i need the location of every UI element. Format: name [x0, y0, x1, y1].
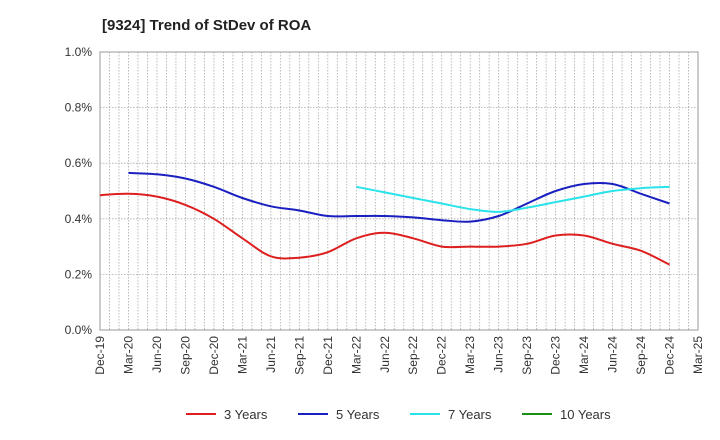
legend-label-3: 10 Years	[560, 407, 611, 422]
x-tick-label: Sep-21	[292, 336, 306, 375]
x-tick-label: Sep-20	[178, 336, 192, 375]
x-tick-label: Mar-20	[121, 336, 135, 374]
plot-area	[99, 51, 699, 331]
series-line-2	[356, 185, 670, 213]
y-tick-label: 0.8%	[65, 101, 93, 115]
x-axis-ticks: Dec-19 Mar-20 Jun-20 Sep-20 Dec-20 Mar-21 Jun-…	[93, 336, 705, 375]
legend-label-1: 5 Years	[336, 407, 380, 422]
x-tick-label: Mar-22	[349, 336, 363, 374]
x-tick-label: Jun-23	[492, 336, 506, 373]
x-tick-label: Dec-24	[663, 336, 677, 375]
x-tick-label: Jun-21	[264, 336, 278, 373]
x-tick-label: Jun-20	[150, 336, 164, 373]
x-tick-label: Sep-22	[406, 336, 420, 375]
grid-lines	[100, 52, 698, 330]
x-tick-label: Dec-19	[93, 336, 107, 375]
x-tick-label: Dec-22	[435, 336, 449, 375]
x-tick-label: Mar-25	[691, 336, 705, 374]
x-tick-label: Mar-21	[235, 336, 249, 374]
legend-label-2: 7 Years	[448, 407, 492, 422]
series-lines	[99, 171, 670, 266]
y-tick-label: 0.0%	[65, 323, 93, 337]
legend-label-0: 3 Years	[224, 407, 268, 422]
y-tick-label: 1.0%	[65, 45, 93, 59]
y-tick-label: 0.2%	[65, 267, 93, 281]
y-tick-label: 0.6%	[65, 156, 93, 170]
x-tick-label: Sep-23	[520, 336, 534, 375]
y-axis-ticks: 0.0% 0.2% 0.4% 0.6% 0.8% 1.0%	[65, 45, 93, 337]
series-line-1	[128, 171, 670, 223]
x-tick-label: Dec-23	[549, 336, 563, 375]
legend: 3 Years 5 Years 7 Years 10 Years	[186, 407, 611, 422]
y-tick-label: 0.4%	[65, 212, 93, 226]
x-tick-label: Mar-23	[463, 336, 477, 374]
chart-title: [9324] Trend of StDev of ROA	[102, 17, 311, 34]
series-line-0	[99, 192, 670, 266]
x-tick-label: Dec-21	[321, 336, 335, 375]
x-tick-label: Dec-20	[207, 336, 221, 375]
x-tick-label: Jun-22	[378, 336, 392, 373]
x-tick-label: Mar-24	[577, 336, 591, 374]
x-tick-label: Jun-24	[606, 336, 620, 373]
x-tick-label: Sep-24	[634, 336, 648, 375]
